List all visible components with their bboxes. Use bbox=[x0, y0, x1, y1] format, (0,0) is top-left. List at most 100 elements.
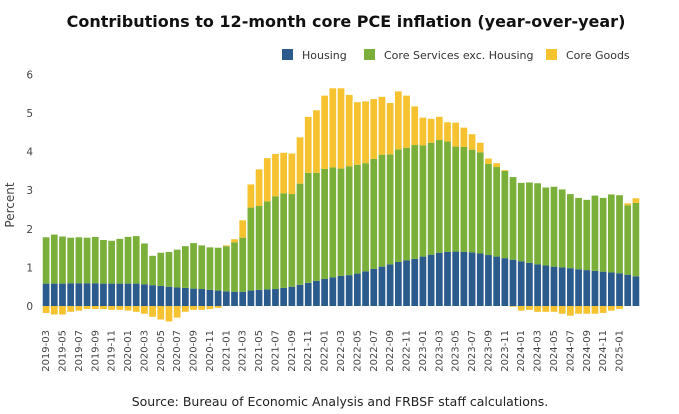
bar-segment bbox=[370, 99, 378, 159]
bar-segment bbox=[288, 286, 296, 306]
bar-segment bbox=[304, 116, 312, 173]
bar-segment bbox=[632, 202, 640, 277]
bar-segment bbox=[149, 285, 156, 306]
legend-swatch bbox=[546, 49, 557, 60]
x-tick-label: 2023-03 bbox=[434, 330, 445, 372]
bar-segment bbox=[198, 289, 206, 306]
bar-segment bbox=[517, 261, 525, 306]
x-tick-label: 2020-09 bbox=[189, 330, 200, 372]
bar-segment bbox=[75, 237, 83, 284]
bar-segment bbox=[214, 306, 222, 308]
x-tick-label: 2025-01 bbox=[615, 330, 626, 372]
bar-segment bbox=[100, 283, 107, 306]
bar-segment bbox=[247, 184, 255, 208]
bar-segment bbox=[272, 196, 279, 290]
legend-swatch bbox=[282, 49, 293, 60]
bar-segment bbox=[444, 141, 451, 252]
legend-label: Core Goods bbox=[566, 49, 630, 62]
y-tick-label: 6 bbox=[26, 69, 33, 81]
bar-segment bbox=[362, 163, 369, 272]
bar-segment bbox=[149, 306, 156, 317]
bar-segment bbox=[394, 91, 402, 150]
bar-segment bbox=[550, 266, 558, 306]
bar-segment bbox=[509, 259, 517, 306]
bar-segment bbox=[370, 268, 378, 306]
legend-swatch bbox=[364, 49, 375, 60]
bar-segment bbox=[509, 177, 517, 260]
bar-segment bbox=[419, 117, 427, 146]
bar-segment bbox=[288, 194, 296, 287]
bar-segment bbox=[141, 243, 148, 285]
bar-segment bbox=[558, 306, 566, 314]
bar-segment bbox=[280, 287, 288, 306]
bar-segment bbox=[304, 282, 312, 306]
bar-segment bbox=[321, 95, 328, 169]
x-tick-label: 2019-11 bbox=[107, 330, 118, 372]
bar-segment bbox=[411, 258, 419, 306]
bar-segment bbox=[206, 306, 214, 310]
x-tick-label: 2024-03 bbox=[533, 330, 544, 372]
bar-segment bbox=[526, 306, 533, 310]
bar-segment bbox=[419, 256, 427, 306]
bar-segment bbox=[272, 289, 279, 306]
bar-segment bbox=[313, 110, 320, 173]
bar-segment bbox=[50, 234, 58, 284]
bar-segment bbox=[231, 242, 238, 292]
x-tick-label: 2023-09 bbox=[483, 330, 494, 372]
x-tick-label: 2024-01 bbox=[516, 330, 527, 372]
bar-segment bbox=[616, 306, 623, 310]
bar-segment bbox=[157, 285, 165, 306]
bar-segment bbox=[419, 145, 427, 257]
bar-segment bbox=[165, 286, 173, 306]
bar-segment bbox=[75, 283, 83, 306]
bar-segment bbox=[452, 146, 460, 252]
bar-segment bbox=[403, 147, 410, 261]
bar-segment bbox=[296, 183, 304, 285]
x-tick-label: 2019-03 bbox=[41, 330, 52, 372]
bar-segment bbox=[517, 182, 525, 262]
bar-segment bbox=[329, 88, 337, 168]
bar-segment bbox=[157, 252, 165, 286]
bar-segment bbox=[607, 306, 615, 311]
bar-segment bbox=[534, 264, 541, 306]
bar-segment bbox=[599, 197, 607, 272]
bar-segment bbox=[83, 283, 91, 306]
bar-segment bbox=[222, 246, 230, 292]
bar-segment bbox=[100, 306, 107, 310]
bar-segment bbox=[247, 207, 255, 291]
bar-segment bbox=[321, 278, 328, 306]
x-axis-ticks: 2019-03 2019-05 2019-07 2019-09 2019-11 2020-… bbox=[41, 330, 625, 372]
bar-segment bbox=[124, 306, 132, 311]
x-tick-label: 2023-07 bbox=[467, 330, 478, 372]
bar-segment bbox=[263, 201, 271, 290]
bar-segment bbox=[255, 169, 263, 207]
bar-segment bbox=[493, 256, 501, 306]
y-tick-label: 4 bbox=[26, 147, 33, 159]
x-tick-label: 2022-01 bbox=[320, 330, 331, 372]
bar-segment bbox=[108, 283, 115, 306]
legend-label: Core Services exc. Housing bbox=[384, 49, 533, 62]
bar-segment bbox=[157, 306, 165, 320]
x-tick-label: 2020-01 bbox=[123, 330, 134, 372]
bar-segment bbox=[460, 146, 468, 252]
x-tick-label: 2022-11 bbox=[402, 330, 413, 372]
bar-segment bbox=[296, 284, 304, 306]
bar-segment bbox=[435, 116, 443, 141]
bar-segment bbox=[550, 186, 558, 267]
bar-segment bbox=[206, 247, 214, 290]
bar-segment bbox=[427, 142, 435, 255]
bar-segment bbox=[182, 287, 189, 306]
bar-segment bbox=[575, 197, 582, 270]
bar-segment bbox=[42, 306, 50, 313]
bar-segment bbox=[550, 306, 558, 312]
bar-segment bbox=[173, 287, 181, 306]
bar-segment bbox=[239, 237, 247, 292]
bar-segment bbox=[485, 158, 492, 164]
bar-segment bbox=[42, 283, 50, 306]
legend-label: Housing bbox=[302, 49, 347, 62]
x-tick-label: 2023-05 bbox=[451, 330, 462, 372]
bar-segment bbox=[452, 122, 460, 147]
bar-segment bbox=[567, 194, 574, 269]
bar-segment bbox=[517, 306, 525, 311]
bar-segment bbox=[247, 290, 255, 306]
